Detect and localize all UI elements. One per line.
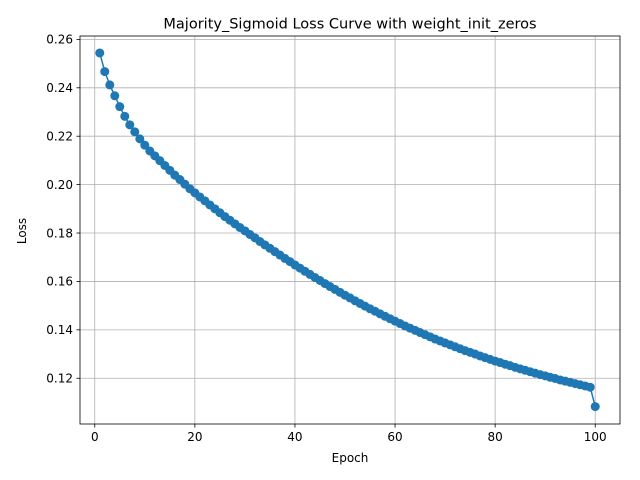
y-tick-label: 0.26 (46, 33, 73, 47)
y-axis-ticks: 0.12 0.14 0.16 0.18 0.20 0.22 0.24 0.26 (46, 33, 80, 386)
data-point (130, 127, 140, 137)
x-tick-label: 40 (287, 430, 302, 444)
x-tick-label: 60 (387, 430, 402, 444)
data-point (135, 134, 145, 144)
x-axis-label: Epoch (332, 451, 369, 465)
grid (80, 36, 620, 424)
chart-title: Majority_Sigmoid Loss Curve with weight_… (163, 17, 536, 33)
y-axis-label: Loss (15, 218, 29, 244)
data-point (95, 48, 105, 58)
y-tick-label: 0.16 (46, 275, 73, 289)
axes-frame (79, 35, 621, 425)
plot-area (95, 48, 600, 412)
data-point (100, 67, 110, 77)
x-tick-label: 0 (91, 430, 99, 444)
x-axis-ticks: 0 20 40 60 80 100 (91, 424, 607, 444)
data-point (105, 80, 115, 90)
x-tick-label: 100 (584, 430, 607, 444)
y-tick-label: 0.22 (46, 130, 73, 144)
data-point (115, 102, 125, 112)
y-tick-label: 0.24 (46, 81, 73, 95)
data-point (125, 120, 135, 130)
y-tick-label: 0.14 (46, 323, 73, 337)
x-tick-label: 80 (487, 430, 502, 444)
series-line (99, 52, 596, 407)
y-tick-label: 0.20 (46, 178, 73, 192)
data-point (110, 91, 120, 101)
data-point (140, 140, 150, 150)
data-point (120, 111, 130, 121)
x-tick-label: 20 (187, 430, 202, 444)
y-tick-label: 0.18 (46, 226, 73, 240)
y-tick-label: 0.12 (46, 372, 73, 386)
data-point (590, 402, 600, 412)
data-point (585, 382, 595, 392)
